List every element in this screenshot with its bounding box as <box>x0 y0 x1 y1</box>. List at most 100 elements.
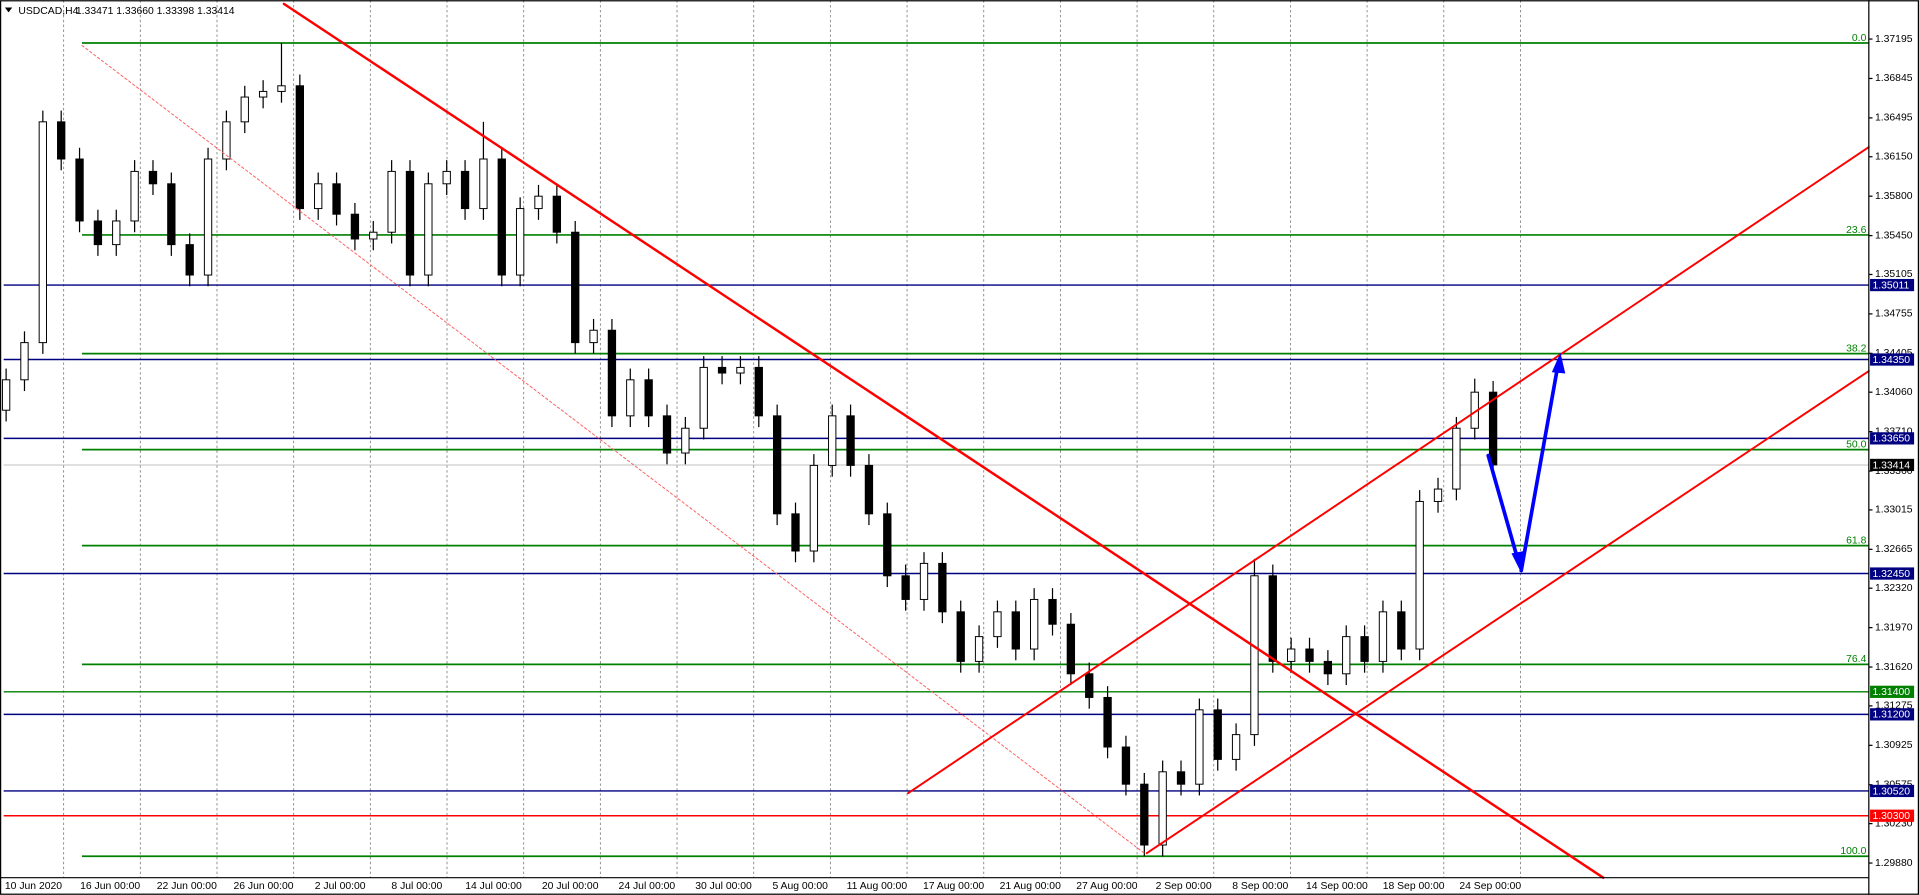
candle-body <box>38 121 47 344</box>
candle-body <box>1250 575 1259 736</box>
x-tick-label: 2 Jul 00:00 <box>315 881 366 892</box>
trend-line <box>81 44 1145 854</box>
candle-body <box>57 121 66 160</box>
candle-body <box>240 96 249 123</box>
menu-arrow[interactable] <box>4 7 13 13</box>
x-tick-label: 16 Jun 00:00 <box>80 881 140 892</box>
candle-body <box>442 170 451 185</box>
candle-body <box>974 636 984 662</box>
symbol: USDCAD,H4 <box>18 6 78 17</box>
y-tick-label: 1.32665 <box>1875 544 1913 555</box>
candle-body <box>1195 709 1204 785</box>
price-label: 1.33650 <box>1872 434 1910 445</box>
candle-body <box>1305 648 1314 662</box>
x-tick-label: 22 Jun 00:00 <box>157 881 217 892</box>
candle-body <box>1176 771 1186 785</box>
candle-body <box>167 183 176 246</box>
y-tick-label: 1.29880 <box>1875 858 1913 869</box>
price-label: 1.30300 <box>1872 811 1910 822</box>
candle-body <box>460 170 470 210</box>
y-tick-label: 1.31620 <box>1875 662 1913 673</box>
candle-body <box>1048 598 1057 625</box>
candle-body <box>699 366 708 429</box>
y-tick-label: 1.33015 <box>1875 505 1913 516</box>
candle-body <box>350 213 360 240</box>
y-tick-label: 1.32320 <box>1875 583 1913 594</box>
y-tick-label: 1.34755 <box>1875 309 1913 320</box>
candle-body <box>1121 746 1131 785</box>
candle-body <box>626 379 635 417</box>
candle-body <box>1397 611 1406 650</box>
candle-body <box>919 562 929 600</box>
candle-body <box>883 513 892 577</box>
candle-body <box>515 208 525 276</box>
quote: 1.33398 <box>157 6 195 17</box>
fib-label: 0.0 <box>1852 33 1867 44</box>
candle-body <box>736 366 745 374</box>
candle-body <box>93 220 103 246</box>
x-tick-label: 18 Sep 00:00 <box>1383 881 1445 892</box>
candle-body <box>1415 500 1424 650</box>
price-label-box <box>1870 685 1915 698</box>
y-tick-label: 1.36150 <box>1875 152 1913 163</box>
price-label-box <box>1870 567 1915 580</box>
candles <box>1 42 1498 857</box>
levels: 0.0 23.6 38.2 50.0 61.8 76.4 100.0 <box>3 33 1869 858</box>
fib-label: 61.8 <box>1846 535 1866 546</box>
fib-label: 50.0 <box>1846 439 1866 450</box>
candle-body <box>1029 598 1039 650</box>
y-tick-label: 1.34060 <box>1875 387 1913 398</box>
candle-body <box>1342 636 1351 675</box>
price-axis: 1.37195 1.36845 1.36495 1.36150 1.35800 1.354… <box>1868 34 1915 869</box>
candle-body <box>387 170 396 233</box>
candle-body <box>148 170 158 185</box>
candle-body <box>1287 648 1296 662</box>
candle-body <box>1213 709 1222 760</box>
drawings <box>81 2 1870 879</box>
candle-body <box>589 329 598 344</box>
y-tick-label: 1.35450 <box>1875 230 1913 241</box>
arrow-head <box>1551 352 1566 374</box>
y-tick-label: 1.30230 <box>1875 818 1913 829</box>
price-label: 1.31400 <box>1872 687 1910 698</box>
candle-body <box>993 611 1002 638</box>
candle-body <box>479 158 488 210</box>
candle-body <box>791 513 800 552</box>
channel-line <box>1145 370 1870 855</box>
price-label-box <box>1870 809 1915 822</box>
candle-body <box>1452 427 1461 490</box>
y-tick-label: 1.37195 <box>1875 34 1913 45</box>
quote: 1.33660 <box>116 6 154 17</box>
price-label-box <box>1870 432 1915 445</box>
x-tick-label: 14 Jul 00:00 <box>465 881 522 892</box>
candle-body <box>809 464 819 552</box>
price-label: 1.35011 <box>1872 280 1909 291</box>
candle-body <box>112 220 121 246</box>
y-tick-label: 1.36495 <box>1875 113 1913 124</box>
channel-line <box>907 146 1870 795</box>
candle-body <box>424 183 433 276</box>
arrow <box>1519 363 1560 573</box>
candle-body <box>1158 771 1167 846</box>
candle-body <box>75 158 84 222</box>
y-tick-label: 1.36845 <box>1875 73 1913 84</box>
y-tick-label: 1.33360 <box>1875 466 1913 477</box>
price-label: 1.33414 <box>1872 460 1910 471</box>
candle-body <box>754 366 763 417</box>
candle-body <box>130 170 139 222</box>
candle-body <box>662 415 672 454</box>
price-label-box <box>1870 784 1915 798</box>
quote: 1.33471 <box>76 6 114 17</box>
candle-body <box>1488 391 1498 466</box>
x-tick-label: 17 Aug 00:00 <box>923 881 984 892</box>
candle-body <box>534 195 543 210</box>
candle-body <box>497 158 506 276</box>
candle-body <box>1066 623 1076 675</box>
quote: 1.33414 <box>197 6 235 17</box>
arrow <box>1486 453 1521 565</box>
y-tick-label: 1.33710 <box>1875 426 1913 437</box>
y-tick-label: 1.31275 <box>1875 701 1913 712</box>
candle-body <box>1 379 11 411</box>
candle-body <box>185 244 194 276</box>
x-tick-label: 8 Jul 00:00 <box>391 881 442 892</box>
